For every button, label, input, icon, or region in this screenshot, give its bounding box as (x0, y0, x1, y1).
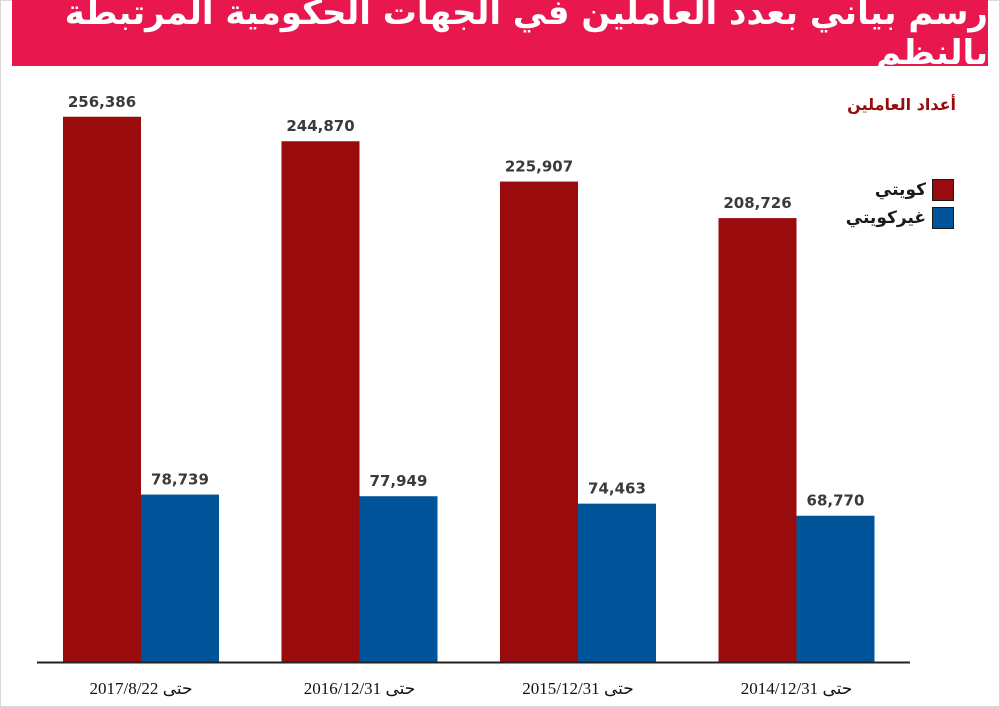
category-label-2: حتى 2015/12/31 (522, 679, 634, 698)
data-label-kuwaiti-0: 256,386 (68, 93, 136, 111)
legend: كويتي غيركويتي (846, 176, 954, 232)
data-label-non-kuwaiti-0: 78,739 (151, 471, 209, 489)
bar-kuwaiti-2 (500, 181, 578, 662)
bar-non-kuwaiti-1 (359, 496, 438, 662)
bar-kuwaiti-1 (281, 141, 360, 662)
legend-swatch-non-kuwaiti (932, 207, 954, 229)
legend-item-non-kuwaiti: غيركويتي (846, 204, 954, 232)
legend-item-kuwaiti: كويتي (846, 176, 954, 204)
category-label-0: حتى 2017/8/22 (89, 679, 192, 698)
data-label-non-kuwaiti-2: 74,463 (588, 480, 646, 498)
data-label-non-kuwaiti-3: 68,770 (807, 492, 865, 510)
data-label-kuwaiti-2: 225,907 (505, 158, 573, 176)
category-label-3: حتى 2014/12/31 (741, 679, 853, 698)
bar-kuwaiti-0 (63, 116, 141, 662)
data-label-kuwaiti-1: 244,870 (286, 117, 354, 135)
legend-swatch-kuwaiti (932, 179, 954, 201)
legend-label-kuwaiti: كويتي (874, 180, 926, 200)
bar-kuwaiti-3 (718, 218, 797, 662)
title-bar: رسم بياني بعدد العاملين في الجهات الحكوم… (12, 0, 988, 73)
bar-non-kuwaiti-2 (578, 503, 656, 662)
bar-non-kuwaiti-0 (141, 494, 219, 662)
y-axis-label: أعداد العاملين (847, 95, 956, 114)
data-label-kuwaiti-3: 208,726 (723, 194, 791, 212)
legend-label-non-kuwaiti: غيركويتي (845, 208, 926, 228)
data-label-non-kuwaiti-1: 77,949 (370, 472, 428, 490)
category-label-1: حتى 2016/12/31 (304, 679, 416, 698)
chart-title: رسم بياني بعدد العاملين في الجهات الحكوم… (64, 0, 988, 73)
bar-non-kuwaiti-3 (796, 515, 875, 662)
